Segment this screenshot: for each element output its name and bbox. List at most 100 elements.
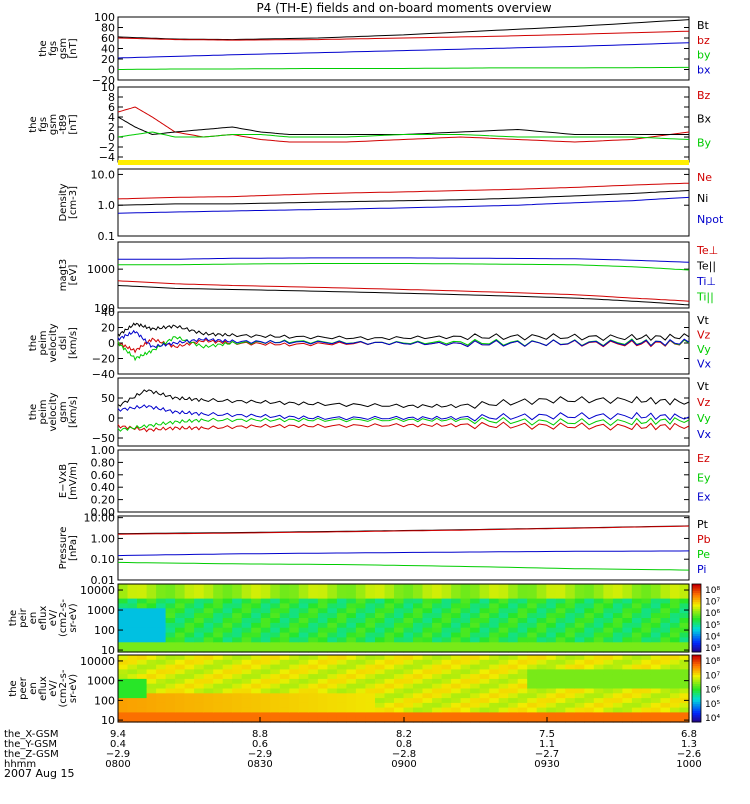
heatmap-cell	[336, 613, 347, 619]
heatmap-cell	[241, 632, 252, 639]
heatmap-cell	[146, 598, 157, 605]
heatmap-cell	[203, 693, 214, 699]
y-axis-label: peim	[38, 399, 49, 424]
heatmap-cell	[175, 598, 186, 605]
heatmap-cell	[622, 698, 633, 704]
heatmap-cell	[422, 627, 433, 634]
heatmap-cell	[127, 603, 138, 609]
heatmap-cell	[184, 632, 195, 639]
heatmap-cell	[375, 598, 386, 605]
heatmap-cell	[232, 683, 243, 690]
heatmap-cell	[118, 627, 129, 634]
heatmap-cell	[375, 593, 386, 600]
colorbar-step	[692, 701, 701, 705]
x-tick-label: 1.1	[539, 739, 555, 750]
y-axis-label: (cm2-s-	[58, 669, 69, 707]
heatmap-cell	[118, 637, 129, 643]
y-tick-label: 0	[108, 412, 115, 425]
heatmap-cell	[441, 659, 452, 666]
y-tick-label: 40	[101, 306, 115, 319]
heatmap-cell	[631, 664, 642, 670]
heatmap-cell	[603, 632, 614, 639]
heatmap-cell	[650, 669, 661, 675]
heatmap-cell	[584, 655, 595, 661]
heatmap-cell	[536, 627, 547, 634]
heatmap-cell	[270, 693, 281, 699]
y-axis-label: eV/	[48, 609, 59, 626]
heatmap-cell	[470, 674, 481, 680]
heatmap-cell	[137, 627, 148, 634]
y-tick-label: 1000	[87, 263, 115, 276]
heatmap-cell	[232, 642, 243, 648]
heatmap-cell	[593, 647, 604, 653]
heatmap-cell	[394, 593, 405, 600]
y-tick-label: 10000	[80, 655, 115, 668]
heatmap-cell	[584, 637, 595, 643]
y-tick-label: 100	[94, 11, 115, 24]
heatmap-cell	[641, 627, 652, 634]
heatmap-cell	[432, 717, 443, 723]
heatmap-cell	[213, 622, 224, 629]
heatmap-cell	[470, 608, 481, 614]
heatmap-cell	[194, 698, 205, 704]
heatmap-cell	[184, 622, 195, 629]
heatmap-cell	[375, 678, 386, 685]
heatmap-cell	[584, 642, 595, 648]
heatmap-cell	[679, 707, 690, 713]
heatmap-cell	[574, 669, 585, 675]
heatmap-cell	[631, 659, 642, 666]
heatmap-cell	[508, 702, 519, 709]
heatmap-cell	[298, 669, 309, 675]
heatmap-cell	[622, 693, 633, 699]
heatmap-cell	[527, 637, 538, 643]
heatmap-cell	[670, 627, 681, 634]
heatmap-cell	[517, 678, 528, 685]
heatmap-cell	[384, 632, 395, 639]
heatmap-cell	[603, 683, 614, 690]
heatmap-cell	[422, 618, 433, 624]
heatmap-cell	[175, 664, 186, 670]
heatmap-cell	[384, 593, 395, 600]
heatmap-cell	[146, 693, 157, 699]
heatmap-cell	[137, 598, 148, 605]
heatmap-cell	[517, 632, 528, 639]
heatmap-cell	[127, 593, 138, 600]
heatmap-cell	[184, 693, 195, 699]
colorbar-step	[692, 661, 701, 665]
heatmap-cell	[574, 655, 585, 661]
heatmap-cell	[546, 613, 557, 619]
heatmap-cell	[317, 637, 328, 643]
heatmap-cell	[336, 683, 347, 690]
heatmap-cell	[222, 717, 233, 723]
heatmap-cell	[336, 712, 347, 718]
heatmap-cell	[213, 637, 224, 643]
heatmap-cell	[127, 584, 138, 590]
heatmap-cell	[279, 603, 290, 609]
heatmap-cell	[279, 598, 290, 605]
heatmap-cell	[384, 693, 395, 699]
heatmap-cell	[194, 588, 205, 595]
heatmap-cell	[432, 637, 443, 643]
heatmap-cell	[384, 678, 395, 685]
heatmap-cell	[308, 693, 319, 699]
heatmap-cell	[527, 593, 538, 600]
heatmap-cell	[279, 702, 290, 709]
heatmap-cell	[213, 588, 224, 595]
heatmap-cell	[137, 688, 148, 694]
heatmap-cell	[289, 688, 300, 694]
heatmap-cell	[394, 613, 405, 619]
heatmap-cell	[327, 618, 338, 624]
heatmap-cell	[460, 678, 471, 685]
y-tick-label: 0.1	[98, 230, 116, 243]
heatmap-cell	[251, 593, 262, 600]
heatmap-cell	[346, 622, 357, 629]
heatmap-cell	[622, 707, 633, 713]
heatmap-cell	[194, 627, 205, 634]
legend-entry: Vy	[697, 412, 711, 425]
heatmap-cell	[146, 669, 157, 675]
heatmap-cell	[365, 664, 376, 670]
heatmap-cell	[251, 659, 262, 666]
heatmap-cell	[260, 683, 271, 690]
legend-entry: Ti⊥	[696, 275, 716, 288]
heatmap-cell	[118, 702, 129, 709]
